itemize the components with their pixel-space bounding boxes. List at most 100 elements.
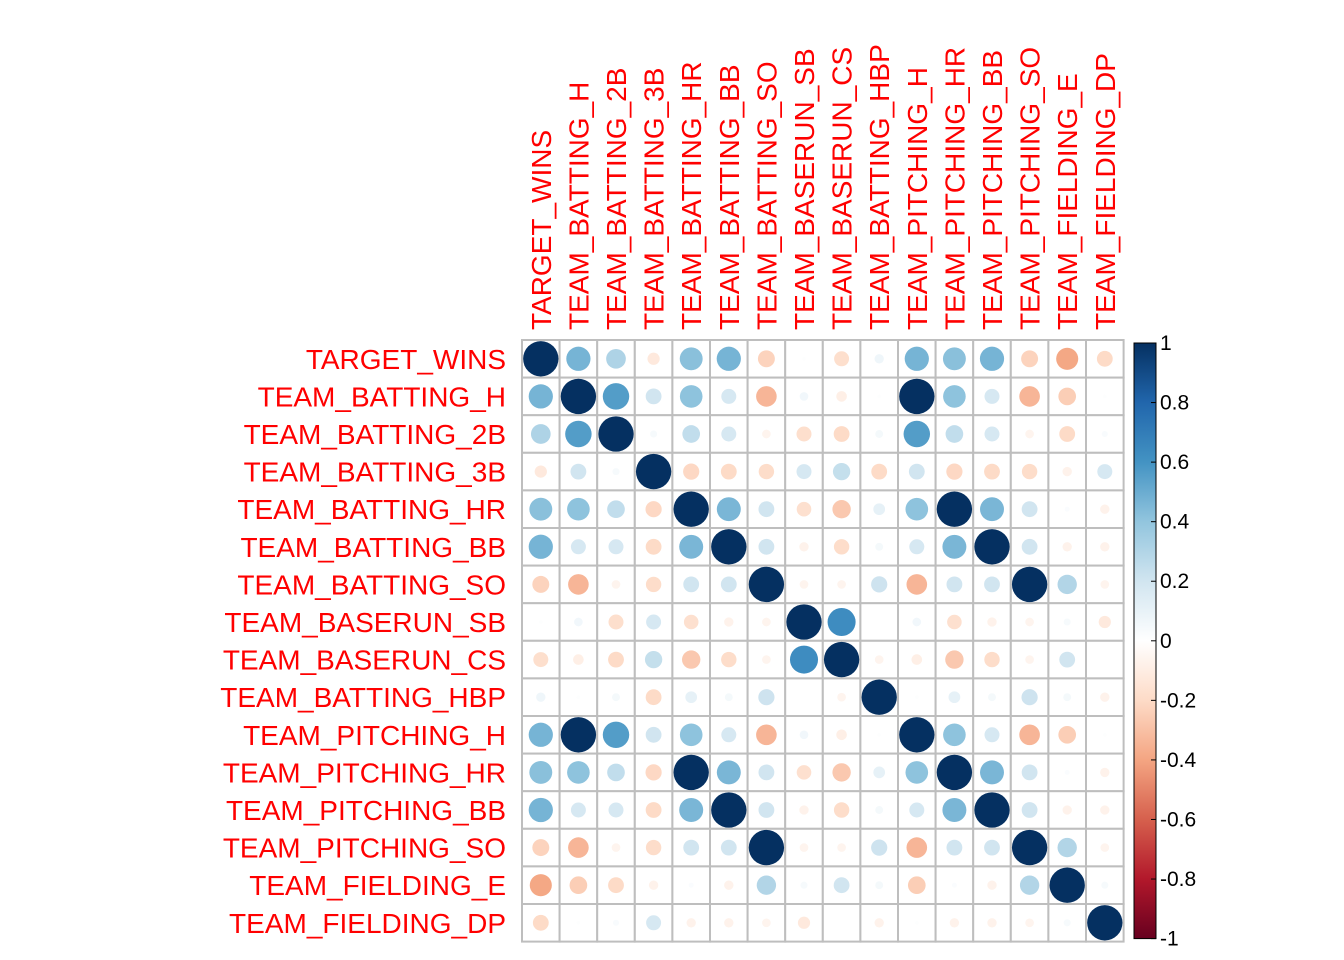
correlation-circle [758, 501, 775, 518]
row-label: TARGET_WINS [306, 344, 506, 375]
correlation-circle [721, 651, 737, 668]
correlation-circle [529, 760, 553, 784]
correlation-circle [528, 722, 553, 747]
correlation-circle [987, 617, 997, 627]
correlation-circle [529, 497, 553, 521]
correlation-circle [682, 425, 701, 443]
correlation-circle [756, 386, 777, 407]
correlation-circle [1062, 466, 1072, 477]
correlation-circle [1096, 350, 1113, 367]
row-label: TEAM_BASERUN_SB [224, 607, 506, 638]
correlation-circle [951, 882, 957, 888]
correlation-circle [612, 919, 620, 926]
correlation-circle [645, 802, 662, 818]
correlation-circle [602, 721, 630, 749]
correlation-circle [799, 843, 809, 852]
correlation-circle [1100, 767, 1110, 778]
correlation-circle [1025, 429, 1034, 439]
correlation-circle [532, 575, 550, 593]
correlation-circle [635, 453, 672, 490]
correlation-circle [650, 430, 658, 438]
grid-cell [821, 903, 862, 943]
correlation-circle [648, 880, 659, 890]
correlation-circle [915, 695, 919, 699]
correlation-circle [874, 354, 884, 364]
column-labels: TARGET_WINS TEAM_BATTING_H TEAM_BATTING_2B… [526, 44, 1121, 330]
correlation-circle [645, 764, 662, 781]
correlation-circle [875, 430, 884, 438]
correlation-circle [949, 918, 960, 928]
correlation-circle [528, 534, 553, 559]
correlation-circle [607, 763, 625, 782]
row-labels: TARGET_WINS TEAM_BATTING_H TEAM_BATTING_2B… [220, 344, 506, 939]
correlation-circle [566, 346, 591, 371]
correlation-circle [988, 693, 996, 702]
correlation-circle [1021, 538, 1038, 555]
row-label: TEAM_BATTING_BB [240, 532, 506, 563]
correlation-circle [1064, 769, 1070, 775]
column-label: TEAM_BATTING_2B [601, 68, 632, 330]
correlation-circle [645, 576, 662, 593]
column-label: TEAM_BATTING_H [563, 82, 594, 330]
correlation-circle [720, 839, 737, 856]
correlation-circle [720, 463, 737, 480]
correlation-circle [612, 468, 620, 476]
correlation-circle [936, 491, 973, 527]
correlation-circle [1100, 692, 1110, 702]
correlation-circle [1101, 430, 1108, 438]
correlation-circle [536, 692, 546, 702]
correlation-circle [799, 392, 809, 401]
correlation-circle [837, 843, 846, 852]
correlation-circle [679, 798, 704, 822]
column-label: TEAM_PITCHING_H [902, 67, 933, 330]
correlation-circle [608, 877, 624, 894]
correlation-circle [1063, 919, 1071, 927]
correlation-circle [532, 839, 550, 857]
correlation-circle [573, 654, 584, 665]
correlation-circle [799, 542, 809, 552]
correlation-circle [1057, 837, 1077, 858]
grid-cell [596, 564, 636, 605]
colorbar-tick-label: 0.8 [1160, 392, 1189, 415]
correlation-circle [724, 880, 734, 890]
correlation-circle [644, 650, 663, 669]
colorbar-tick-label: -0.2 [1160, 689, 1196, 712]
correlation-circle [799, 580, 809, 589]
correlation-circle [532, 914, 549, 931]
correlation-circle [608, 539, 624, 555]
correlation-circle [1062, 542, 1072, 552]
correlation-circle [560, 378, 597, 415]
correlation-circle [1100, 504, 1110, 514]
correlation-circle [724, 918, 734, 928]
row-label: TEAM_PITCHING_BB [226, 795, 506, 826]
correlation-circle [567, 761, 590, 784]
correlation-circle [679, 347, 703, 371]
correlation-circle [646, 614, 662, 630]
correlation-circle [612, 693, 620, 702]
correlation-circle [832, 500, 851, 519]
correlation-circle [679, 385, 703, 408]
correlation-circle [758, 689, 775, 706]
correlation-circle [534, 465, 547, 478]
correlation-circle [802, 357, 806, 361]
correlation-circle [1021, 501, 1038, 518]
correlation-circle [645, 538, 662, 555]
correlation-circle [1019, 386, 1040, 407]
correlation-circle [1103, 394, 1107, 399]
colorbar-tick-label: -0.6 [1160, 808, 1196, 831]
correlation-circle [762, 655, 771, 664]
column-label: TEAM_BATTING_HBP [864, 44, 895, 330]
correlation-circle [1063, 693, 1072, 702]
correlation-circle [748, 829, 785, 866]
correlation-circle [874, 918, 884, 928]
correlation-circle [758, 538, 775, 555]
correlation-circle [560, 717, 597, 753]
correlation-circle [874, 655, 884, 664]
correlation-circle [1021, 350, 1039, 368]
colorbar-tick-label: -0.4 [1160, 749, 1197, 772]
correlation-circle [711, 529, 747, 565]
correlation-circle [1063, 618, 1071, 626]
correlation-circle [946, 463, 963, 480]
correlation-circle [565, 420, 592, 448]
row-label: TEAM_BATTING_SO [237, 569, 506, 600]
